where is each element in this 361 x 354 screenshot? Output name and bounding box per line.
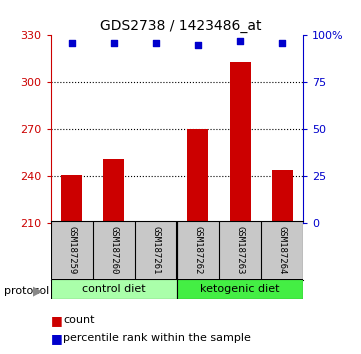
- Text: GSM187259: GSM187259: [67, 226, 76, 274]
- Point: [279, 40, 285, 46]
- Text: GSM187261: GSM187261: [151, 226, 160, 274]
- Bar: [230, 62, 251, 223]
- Point: [111, 40, 117, 46]
- Bar: [187, 129, 208, 223]
- Text: count: count: [63, 315, 95, 325]
- Point: [237, 38, 243, 44]
- Text: ketogenic diet: ketogenic diet: [200, 284, 280, 294]
- Bar: [271, 170, 293, 223]
- Bar: [51, 279, 177, 299]
- Point: [153, 40, 159, 46]
- Text: GDS2738 / 1423486_at: GDS2738 / 1423486_at: [100, 19, 261, 34]
- Text: percentile rank within the sample: percentile rank within the sample: [63, 333, 251, 343]
- Text: control diet: control diet: [82, 284, 145, 294]
- Point: [69, 40, 74, 46]
- Text: GSM187262: GSM187262: [193, 226, 203, 274]
- Text: protocol: protocol: [4, 286, 49, 296]
- Text: GSM187264: GSM187264: [278, 226, 287, 274]
- Text: GSM187260: GSM187260: [109, 226, 118, 274]
- Text: GSM187263: GSM187263: [236, 226, 244, 274]
- Bar: [145, 222, 166, 223]
- Bar: [61, 175, 82, 223]
- Text: ■: ■: [51, 314, 62, 327]
- Point: [195, 42, 201, 47]
- Text: ■: ■: [51, 332, 62, 344]
- Text: ▶: ▶: [33, 285, 43, 297]
- Bar: [103, 159, 124, 223]
- Bar: [177, 279, 303, 299]
